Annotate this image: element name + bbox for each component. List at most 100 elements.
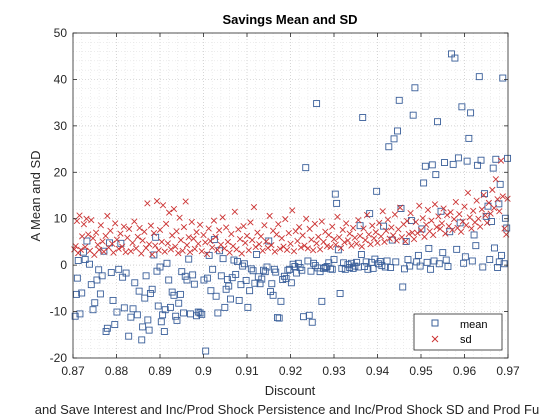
mean-point: [71, 312, 79, 320]
sd-point: [107, 227, 114, 234]
sd-point: [263, 238, 270, 245]
sd-point: [351, 234, 358, 241]
sd-point: [256, 241, 263, 248]
sd-point: [325, 231, 332, 239]
sd-point: [170, 205, 178, 213]
mean-point: [111, 321, 119, 329]
sd-point: [82, 243, 89, 251]
sd-point: [91, 251, 98, 259]
mean-point: [383, 257, 391, 265]
sd-point: [410, 236, 418, 243]
sd-point: [259, 247, 266, 254]
sd-point: [424, 206, 432, 214]
sd-point: [484, 219, 491, 227]
x-tick-label: 0.9: [195, 364, 212, 378]
sd-point: [228, 230, 235, 238]
mean-point: [442, 256, 450, 264]
mean-point: [172, 312, 180, 320]
sd-point: [216, 227, 223, 234]
sd-point: [475, 215, 482, 222]
mean-point: [331, 190, 339, 198]
x-tick-label: 0.97: [496, 364, 520, 378]
sd-point: [110, 249, 117, 256]
x-tick-label: 0.87: [61, 364, 85, 378]
mean-point: [479, 263, 487, 271]
sd-point: [332, 241, 339, 248]
mean-point: [133, 311, 141, 319]
sd-point: [155, 247, 162, 254]
mean-point: [387, 264, 394, 271]
mean-point: [362, 258, 370, 266]
sd-point: [127, 248, 134, 255]
sd-point: [457, 228, 465, 235]
sd-point: [233, 246, 240, 253]
sd-point: [120, 223, 128, 230]
mean-point: [166, 303, 174, 311]
sd-point: [450, 216, 458, 223]
mean-point: [428, 161, 436, 169]
sd-point: [301, 242, 308, 249]
mean-point: [458, 103, 466, 111]
mean-point: [131, 279, 139, 287]
mean-point: [500, 260, 508, 268]
mean-point: [495, 258, 503, 266]
mean-point: [269, 291, 277, 299]
mean-point: [302, 164, 310, 172]
sd-point: [421, 233, 428, 240]
sd-point: [449, 226, 456, 233]
mean-point: [196, 309, 204, 317]
mean-point: [127, 313, 135, 321]
mean-point: [180, 309, 187, 317]
mean-point: [371, 255, 379, 263]
sd-point: [356, 232, 364, 240]
sd-point: [397, 204, 404, 211]
sd-series: [71, 157, 511, 259]
mean-point: [432, 171, 440, 179]
mean-point: [185, 255, 193, 263]
x-axis-ticks: 0.87 0.88 0.89 0.9 0.91 0.92 0.93 0.94 0.95 0.96 0…: [61, 33, 520, 378]
sd-point: [388, 224, 395, 231]
mean-point: [321, 264, 329, 271]
mean-point: [268, 280, 276, 288]
sd-point: [179, 247, 186, 254]
sd-point: [139, 237, 146, 244]
sd-point: [430, 231, 437, 239]
mean-point: [156, 263, 164, 271]
mean-point: [374, 260, 382, 268]
sd-point: [490, 204, 498, 212]
sd-point: [146, 241, 153, 248]
sd-point: [336, 234, 343, 241]
mean-point: [395, 96, 403, 104]
sd-point: [147, 222, 154, 229]
mean-point: [119, 273, 127, 281]
mean-point: [221, 303, 229, 311]
mean-point: [212, 292, 220, 300]
mean-point: [256, 280, 264, 288]
sd-point: [323, 242, 331, 250]
sd-point: [383, 227, 390, 234]
mean-point: [423, 258, 431, 266]
sd-point: [299, 232, 306, 239]
mean-point: [214, 309, 222, 317]
sd-point: [221, 245, 228, 252]
sd-point: [306, 225, 313, 233]
mean-point: [230, 256, 238, 264]
sd-point: [480, 191, 487, 199]
x-tick-label: 0.91: [235, 364, 259, 378]
sd-point: [80, 221, 87, 228]
sd-point: [205, 225, 212, 232]
sd-point: [226, 249, 233, 256]
mean-point: [414, 251, 422, 259]
sd-point: [369, 222, 376, 229]
sd-point: [158, 238, 165, 246]
sd-point: [159, 202, 167, 209]
sd-point: [182, 198, 189, 205]
sd-point: [292, 228, 299, 235]
mean-point: [390, 135, 398, 143]
sd-point: [152, 242, 159, 249]
sd-point: [362, 236, 369, 244]
sd-point: [125, 225, 133, 233]
sd-point: [175, 249, 182, 257]
mean-point: [73, 290, 80, 298]
sd-point: [442, 230, 449, 237]
